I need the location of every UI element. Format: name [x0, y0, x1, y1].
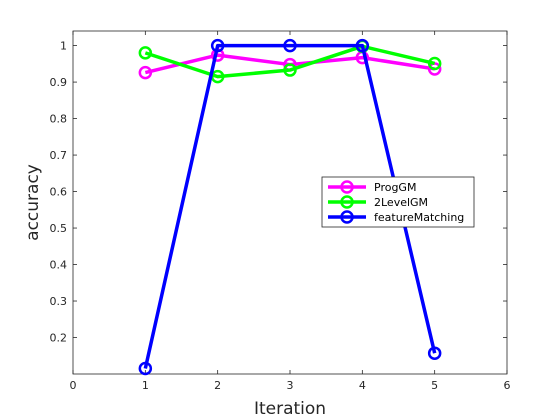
series-2LevelGM — [138, 39, 442, 84]
data-point — [283, 38, 297, 53]
y-tick-label: 0.3 — [50, 295, 68, 308]
series-layer — [138, 38, 442, 376]
legend-swatch-marker — [340, 195, 354, 209]
y-axis-ticks: 0.2 0.3 0.4 0.5 0.6 0.7 0.8 0.9 1 — [50, 40, 507, 345]
x-tick-label: 1 — [142, 379, 149, 392]
data-point — [138, 46, 153, 60]
data-point — [355, 38, 370, 53]
y-tick-label: 1 — [60, 40, 67, 53]
data-point — [210, 38, 225, 53]
data-point — [427, 56, 442, 71]
y-tick-label: 0.6 — [50, 186, 68, 199]
series-featureMatching — [138, 38, 442, 376]
series-line — [143, 43, 437, 369]
legend-label: 2LevelGM — [374, 196, 428, 209]
legend-label: ProgGM — [374, 181, 416, 194]
x-axis-ticks: 0 1 2 3 4 5 6 — [70, 31, 511, 392]
data-point — [138, 65, 153, 80]
y-axis-title: accuracy — [23, 164, 43, 241]
data-point — [283, 63, 297, 77]
y-tick-label: 0.7 — [50, 149, 68, 162]
y-tick-label: 0.8 — [50, 113, 68, 126]
legend-swatch-marker — [340, 210, 354, 224]
series-line — [144, 44, 436, 79]
y-tick-label: 0.2 — [50, 332, 68, 345]
x-tick-label: 3 — [287, 379, 294, 392]
chart-legend: ProgGM 2LevelGM featureMatching — [321, 176, 475, 228]
x-tick-label: 4 — [359, 379, 366, 392]
y-tick-label: 0.9 — [50, 76, 68, 89]
data-point — [427, 346, 442, 360]
x-tick-label: 5 — [431, 379, 438, 392]
legend-label: featureMatching — [374, 211, 464, 224]
plot-axes: 0 1 2 3 4 5 6 0.2 0.3 0.4 0.5 0.6 0.7 0.8 0.9 1 — [50, 30, 511, 392]
x-tick-label: 6 — [504, 379, 511, 392]
legend-item: 2LevelGM — [328, 195, 428, 209]
data-point — [138, 361, 153, 376]
x-tick-label: 0 — [70, 379, 77, 392]
legend-swatch-marker — [340, 180, 354, 194]
legend-item: ProgGM — [328, 180, 416, 194]
y-tick-label: 0.4 — [50, 259, 68, 272]
x-axis-title: Iteration — [254, 399, 326, 419]
legend-item: featureMatching — [328, 210, 464, 224]
x-tick-label: 2 — [214, 379, 221, 392]
y-tick-label: 0.5 — [50, 222, 68, 235]
